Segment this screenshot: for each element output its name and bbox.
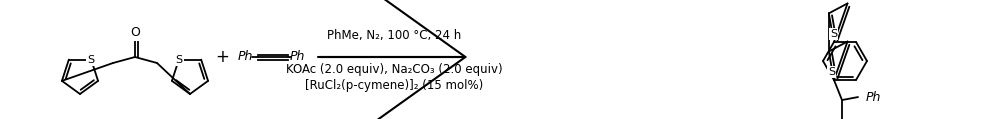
Text: PhMe, N₂, 100 °C, 24 h: PhMe, N₂, 100 °C, 24 h	[327, 28, 461, 42]
Text: KOAc (2.0 equiv), Na₂CO₃ (2.0 equiv): KOAc (2.0 equiv), Na₂CO₃ (2.0 equiv)	[286, 62, 502, 75]
Text: Ph: Ph	[238, 50, 253, 64]
Text: +: +	[215, 48, 229, 66]
Text: S: S	[830, 29, 837, 39]
Text: Ph: Ph	[290, 50, 305, 64]
Text: S: S	[175, 55, 182, 65]
Text: [RuCl₂(p-cymene)]₂ (15 mol%): [RuCl₂(p-cymene)]₂ (15 mol%)	[305, 79, 483, 92]
Text: O: O	[130, 27, 140, 40]
Text: Ph: Ph	[866, 91, 881, 104]
Text: S: S	[828, 67, 835, 77]
Text: S: S	[88, 55, 95, 65]
